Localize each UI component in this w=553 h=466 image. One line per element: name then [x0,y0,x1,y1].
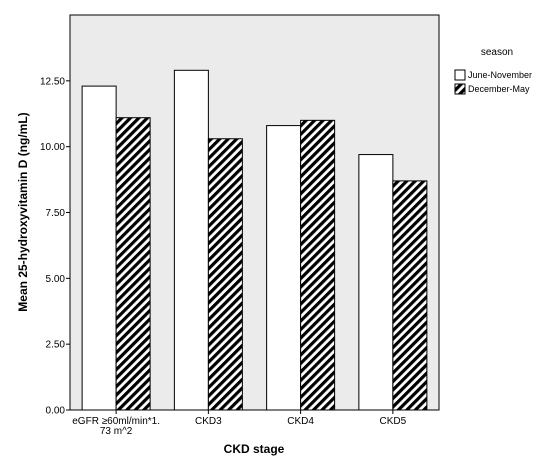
legend-swatch-december-may [454,83,466,95]
x-tick-label: CKD4 [287,416,314,427]
bar-december-may-1 [207,138,243,411]
y-axis-title: Mean 25-hydroxyvitamin D (ng/mL) [16,112,30,311]
bar-december-may-2 [300,119,336,411]
x-tick-label: 73 m^2 [100,426,133,437]
y-tick-label: 7.50 [46,208,66,219]
bar-december-may-3 [392,180,428,411]
x-tick-label: CKD5 [380,416,407,427]
x-axis-title: CKD stage [224,442,285,456]
y-tick-label: 0.00 [46,406,66,417]
x-tick-label: eGFR ≥60ml/min*1. [72,416,160,427]
bars-group [81,69,428,411]
bar-june-november-2 [266,125,302,411]
bar-june-november-1 [173,69,209,411]
x-axis: eGFR ≥60ml/min*1.73 m^2 CKD3 CKD4 CKD5 [72,410,407,437]
legend-swatch-june-november [454,69,466,81]
legend: season June-November December-May [454,47,532,95]
x-tick-label: CKD3 [195,416,222,427]
y-tick-label: 12.50 [40,76,65,87]
bar-june-november-3 [358,154,394,411]
y-axis: 0.00 2.50 5.00 7.50 10.00 12.50 [40,76,70,417]
y-tick-label: 2.50 [46,340,66,351]
legend-title: season [481,47,513,58]
bar-june-november-0 [81,85,117,411]
bar-december-may-0 [115,117,151,411]
legend-label-june-november: June-November [468,70,532,80]
legend-label-december-may: December-May [468,84,530,94]
y-tick-label: 5.00 [46,274,66,285]
y-tick-label: 10.00 [40,142,65,153]
